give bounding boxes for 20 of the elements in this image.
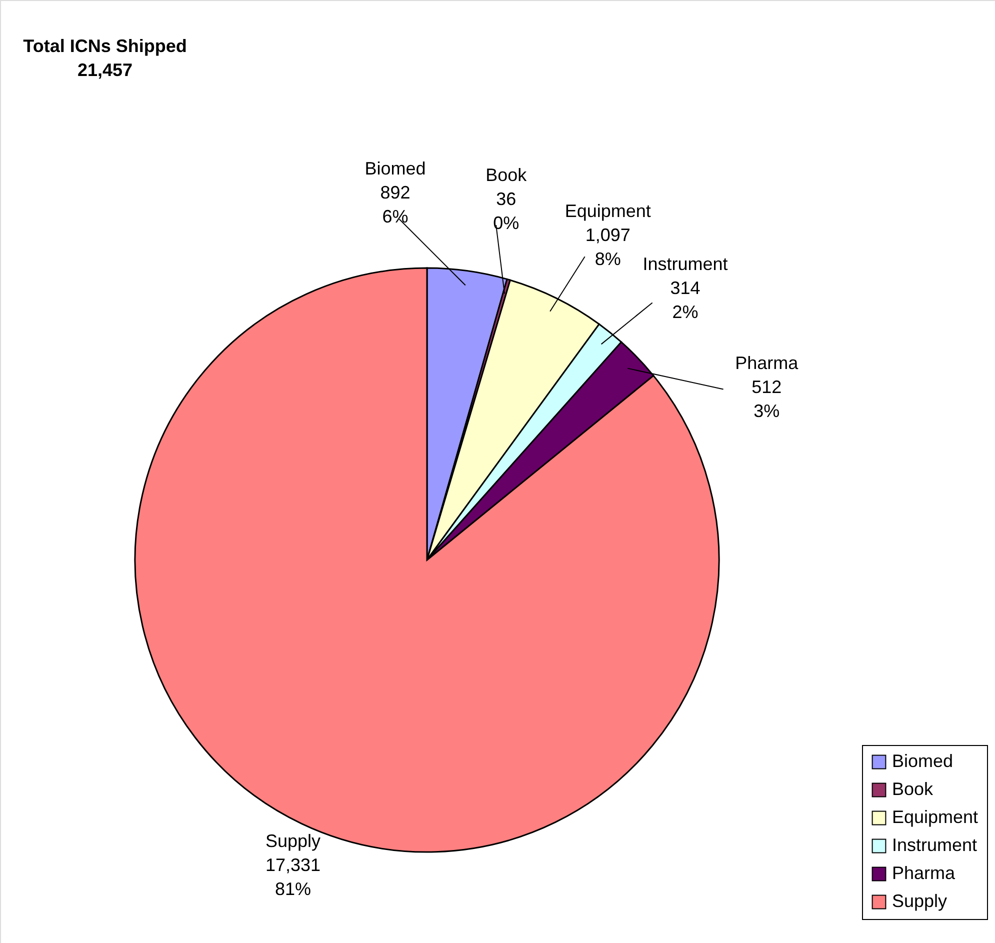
slice-label: Supply <box>266 830 321 851</box>
legend-label: Pharma <box>892 863 956 883</box>
slice-label: Equipment <box>564 201 651 222</box>
slice-label: Pharma <box>735 353 800 374</box>
legend-label: Book <box>892 779 934 799</box>
legend-label: Biomed <box>892 751 954 771</box>
data-label: 36 0% <box>493 189 520 234</box>
data-label: 314 2% <box>670 278 700 322</box>
legend-label: Supply <box>892 891 948 911</box>
slice-label: Book <box>486 165 528 186</box>
slice-label: Instrument <box>642 254 728 274</box>
slice-label: Biomed <box>364 158 426 178</box>
data-label: 892 6% <box>380 182 410 226</box>
legend-label: Instrument <box>892 835 978 855</box>
data-label: 17,331 81% <box>266 854 321 899</box>
chart-subtitle: 21,457 <box>77 60 133 80</box>
legend-label: Equipment <box>892 807 978 827</box>
data-label: 1,097 8% <box>585 225 630 270</box>
chart-title: Total ICNs Shipped <box>23 36 187 56</box>
data-label: 512 3% <box>752 377 782 422</box>
